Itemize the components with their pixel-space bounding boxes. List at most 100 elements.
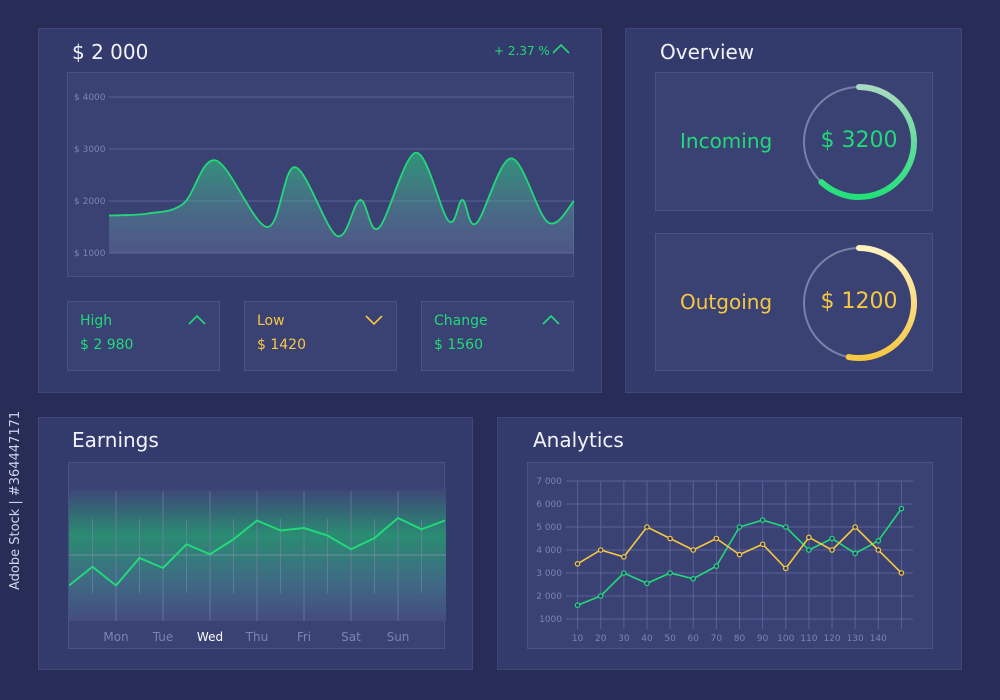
chevron-up-icon	[188, 314, 206, 325]
x-tick-label: 100	[777, 634, 794, 644]
data-point	[759, 517, 766, 523]
x-tick-label: 130	[847, 634, 864, 644]
incoming-ring	[803, 84, 917, 200]
data-point	[597, 593, 604, 599]
chevron-down-icon	[365, 315, 383, 326]
x-tick-label: 60	[688, 634, 700, 644]
data-point	[736, 551, 743, 558]
data-point	[852, 550, 858, 557]
data-point	[597, 547, 604, 553]
y-tick-label: 7 000	[536, 477, 562, 487]
stat-value: $ 2 980	[80, 337, 134, 353]
stat-card-low: Low $ 1420	[244, 301, 397, 371]
x-tick-label: 40	[641, 634, 653, 644]
data-point	[782, 565, 789, 572]
y-tick-label: 6 000	[536, 500, 562, 510]
stat-label: Change	[434, 313, 488, 329]
stat-label: High	[80, 313, 113, 329]
day-label-wed[interactable]: Wed	[197, 630, 223, 644]
data-point	[574, 602, 581, 609]
balance-chart: $ 4000 $ 3000 $ 2000 $ 1000	[67, 72, 575, 277]
x-tick-label: 90	[757, 634, 769, 644]
data-point	[574, 561, 581, 567]
y-tick-label: $ 4000	[74, 93, 106, 103]
x-tick-label: 70	[711, 634, 723, 644]
day-label-mon[interactable]: Mon	[103, 630, 128, 644]
balance-line	[108, 151, 575, 237]
data-point	[829, 535, 835, 542]
day-label-thu[interactable]: Thu	[245, 630, 269, 644]
data-point	[621, 554, 627, 560]
outgoing-value: $ 1200	[820, 289, 898, 314]
day-label-fri[interactable]: Fri	[297, 630, 311, 644]
x-tick-label: 80	[734, 634, 746, 644]
data-point	[667, 570, 673, 576]
chevron-up-icon	[542, 314, 560, 325]
data-point	[806, 547, 812, 553]
data-point	[644, 524, 650, 530]
balance-change: + 2.37 %	[494, 44, 550, 58]
incoming-value: $ 3200	[820, 128, 898, 153]
incoming-label: Incoming	[680, 129, 773, 153]
y-tick-label: 3 000	[536, 569, 562, 579]
data-point	[713, 563, 720, 569]
data-point	[713, 535, 720, 542]
data-point	[690, 547, 697, 553]
data-point	[829, 547, 835, 553]
overview-title: Overview	[660, 40, 755, 64]
data-point	[852, 524, 858, 530]
watermark: Adobe Stock | #364447171	[8, 410, 23, 590]
y-tick-label: 2 000	[536, 592, 562, 602]
stat-value: $ 1560	[434, 337, 483, 353]
outgoing-label: Outgoing	[680, 290, 773, 314]
data-point	[644, 580, 650, 587]
data-point	[806, 534, 812, 541]
chevron-up-icon	[552, 43, 570, 54]
earnings-line	[68, 516, 446, 587]
earnings-panel: Earnings Mon Tue Wed Thu Fri Sat Sun	[38, 417, 473, 670]
y-tick-label: 5 000	[536, 523, 562, 533]
earnings-chart: Mon Tue Wed Thu Fri Sat Sun	[68, 462, 446, 649]
x-tick-label: 120	[823, 634, 840, 644]
data-point	[621, 570, 627, 576]
day-label-sat[interactable]: Sat	[341, 630, 361, 644]
x-tick-label: 140	[870, 634, 887, 644]
outgoing-ring	[803, 245, 917, 361]
ring-progress	[818, 84, 917, 200]
y-tick-label: 4 000	[536, 546, 562, 556]
x-tick-label: 50	[664, 634, 676, 644]
outgoing-card: Outgoing $ 1200	[655, 233, 933, 371]
incoming-card: Incoming $ 3200	[655, 72, 933, 211]
data-point	[736, 524, 743, 530]
x-tick-label: 10	[572, 634, 584, 644]
x-tick-label: 30	[618, 634, 630, 644]
y-tick-label: $ 2000	[74, 197, 106, 207]
ring-progress	[845, 245, 917, 361]
x-tick-label: 20	[595, 634, 607, 644]
stat-value: $ 1420	[257, 337, 306, 353]
analytics-panel: Analytics 7 000 6 000 5 000 4 000 3 000 2 000…	[497, 417, 962, 670]
earnings-title: Earnings	[72, 428, 159, 452]
data-point	[898, 505, 905, 512]
area-fill	[109, 152, 574, 253]
balance-amount: $ 2 000	[72, 40, 149, 64]
data-point	[875, 538, 882, 544]
balance-panel: $ 2 000 + 2.37 % $ 4000 $ 3000 $ 2000 $ 100…	[38, 28, 602, 393]
analytics-chart: 7 000 6 000 5 000 4 000 3 000 2 000 1000 10 20 30…	[527, 462, 933, 649]
day-label-sun[interactable]: Sun	[387, 630, 410, 644]
y-tick-label: 1000	[539, 615, 562, 625]
data-point	[782, 524, 789, 530]
stat-card-change: Change $ 1560	[421, 301, 574, 371]
y-tick-label: $ 3000	[74, 145, 106, 155]
day-label-tue[interactable]: Tue	[152, 630, 174, 644]
data-point	[759, 541, 766, 548]
stat-label: Low	[257, 313, 285, 329]
y-tick-label: $ 1000	[74, 249, 106, 259]
data-point	[875, 547, 882, 553]
x-tick-label: 110	[800, 634, 817, 644]
analytics-title: Analytics	[533, 428, 624, 452]
data-point	[667, 535, 673, 542]
data-point	[898, 570, 905, 576]
overview-panel: Overview Incoming $ 3200 Outgoing $ 1200	[625, 28, 962, 393]
data-point	[690, 575, 697, 582]
